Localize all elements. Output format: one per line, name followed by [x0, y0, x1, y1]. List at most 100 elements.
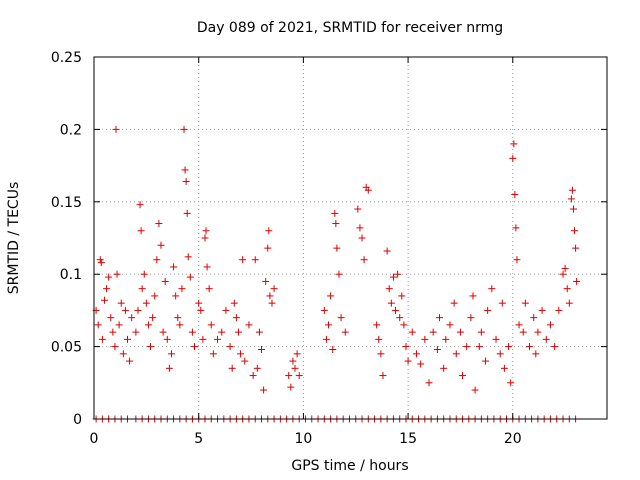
data-point — [456, 328, 464, 336]
data-point — [337, 314, 345, 322]
data-point — [498, 299, 506, 307]
data-point — [450, 299, 458, 307]
data-point — [132, 328, 140, 336]
data-point — [510, 140, 518, 148]
data-point — [176, 321, 184, 329]
data-point — [555, 306, 563, 314]
data-point — [412, 350, 420, 358]
data-point — [375, 335, 383, 343]
data-point — [333, 244, 341, 252]
data-point — [559, 270, 567, 278]
data-point — [124, 335, 132, 343]
data-point — [197, 306, 205, 314]
data-point — [509, 154, 517, 162]
data-point — [379, 372, 387, 380]
data-point — [258, 345, 266, 353]
data-point — [440, 364, 448, 372]
data-point — [107, 314, 115, 322]
data-point — [111, 343, 119, 351]
data-point — [207, 321, 215, 329]
data-point — [134, 306, 142, 314]
data-point — [320, 306, 328, 314]
data-point — [201, 234, 209, 242]
data-point — [138, 285, 146, 293]
data-point — [387, 299, 395, 307]
data-point — [174, 314, 182, 322]
data-point — [191, 343, 199, 351]
data-point — [161, 277, 169, 285]
data-point — [425, 379, 433, 387]
data-point — [291, 364, 299, 372]
data-point — [126, 357, 134, 365]
data-point — [469, 292, 477, 300]
plot-frame — [93, 56, 608, 420]
data-point — [565, 299, 573, 307]
data-point — [264, 244, 272, 252]
data-point — [186, 273, 194, 281]
data-point — [105, 273, 113, 281]
data-point — [255, 328, 263, 336]
data-point — [96, 256, 104, 264]
data-point — [167, 350, 175, 358]
data-point — [394, 270, 402, 278]
data-point — [467, 314, 475, 322]
data-point — [182, 178, 190, 186]
data-point — [184, 253, 192, 261]
data-point — [151, 292, 159, 300]
data-point — [203, 263, 211, 271]
x-tick-labels: 0 5 10 15 20 — [90, 431, 522, 447]
data-point — [119, 350, 127, 358]
x-tick-label: 15 — [399, 431, 417, 447]
data-point — [567, 195, 575, 203]
data-point — [546, 321, 554, 329]
chart-title: Day 089 of 2021, SRMTID for receiver nrm… — [197, 20, 503, 36]
data-point — [329, 345, 337, 353]
y-tick-label: 0.15 — [51, 195, 82, 211]
tick-marks — [93, 56, 607, 420]
data-point — [505, 343, 513, 351]
data-point — [230, 299, 238, 307]
data-point — [157, 241, 165, 249]
data-point — [170, 263, 178, 271]
x-tick-label: 0 — [90, 431, 99, 447]
data-point — [172, 292, 180, 300]
data-point — [205, 285, 213, 293]
data-point — [199, 335, 207, 343]
data-point — [241, 357, 249, 365]
data-point — [512, 224, 520, 232]
plot-border — [93, 56, 608, 420]
data-point — [237, 350, 245, 358]
data-point — [245, 321, 253, 329]
data-point — [115, 321, 123, 329]
data-point — [532, 350, 540, 358]
data-point — [94, 321, 102, 329]
data-point — [364, 186, 372, 194]
data-point — [442, 335, 450, 343]
data-point — [530, 314, 538, 322]
data-point — [266, 292, 274, 300]
y-tick-label: 0.05 — [51, 340, 82, 356]
data-point — [188, 328, 196, 336]
data-point — [435, 314, 443, 322]
data-point — [521, 299, 529, 307]
data-point — [159, 328, 167, 336]
data-point — [112, 125, 120, 133]
data-point — [471, 386, 479, 394]
data-point — [459, 372, 467, 380]
data-point — [322, 335, 330, 343]
data-point — [392, 306, 400, 314]
data-point — [500, 364, 508, 372]
data-point — [137, 227, 145, 235]
data-point — [234, 328, 242, 336]
data-point — [100, 296, 108, 304]
data-point — [287, 383, 295, 391]
x-tick-label: 10 — [294, 431, 312, 447]
data-point — [354, 205, 362, 213]
data-point — [117, 299, 125, 307]
data-point — [519, 328, 527, 336]
y-tick-labels: 0 0.05 0.1 0.15 0.2 0.25 — [51, 50, 82, 428]
y-axis-title: SRMTID / TECUs — [6, 182, 22, 295]
data-point — [389, 273, 397, 281]
y-tick-label: 0.2 — [60, 122, 82, 138]
